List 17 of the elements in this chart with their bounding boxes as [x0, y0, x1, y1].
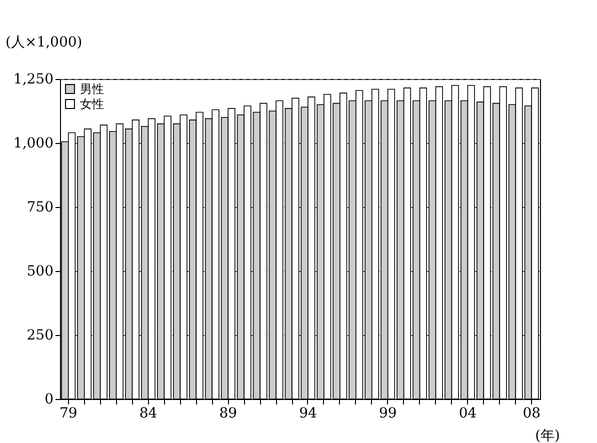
x-tick-label: 84: [139, 406, 158, 422]
y-tick-label: 1,250: [13, 72, 54, 88]
legend-label: 男性: [80, 82, 104, 96]
x-tick-label: 89: [219, 406, 238, 422]
legend-label: 女性: [80, 97, 104, 111]
x-tick-label: 94: [299, 406, 317, 422]
y-tick-label: 1,000: [13, 136, 54, 152]
x-tick-label: 08: [522, 406, 541, 422]
x-tick-label: 79: [59, 406, 78, 422]
y-tick-label: 500: [26, 264, 54, 280]
y-tick-label: 0: [44, 392, 54, 408]
x-tick-label: 99: [378, 406, 397, 422]
x-axis-title: (年): [535, 428, 560, 443]
y-tick-label: 250: [26, 328, 54, 344]
y-axis-title: (人×1,000): [6, 34, 82, 50]
y-tick-label: 750: [26, 200, 54, 216]
x-tick-label: 04: [458, 406, 477, 422]
